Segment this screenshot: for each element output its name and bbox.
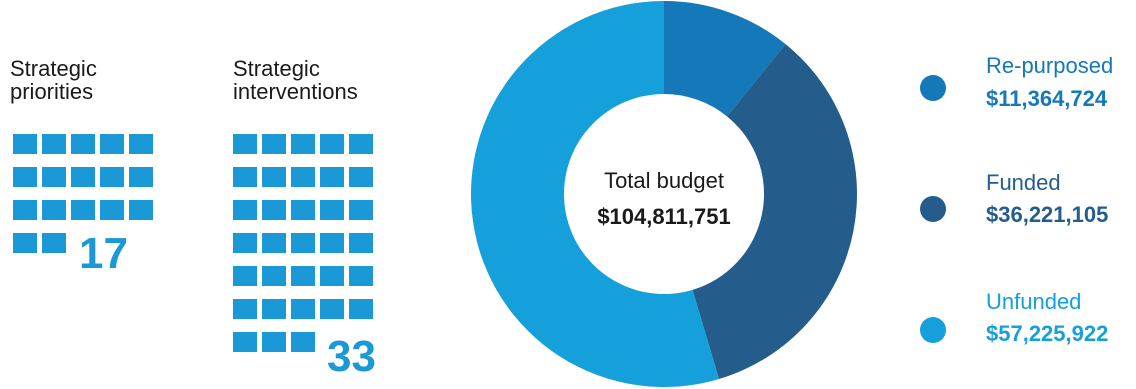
priority-square xyxy=(13,233,37,253)
intervention-square xyxy=(291,299,315,319)
legend-dot-funded xyxy=(920,196,946,222)
priority-square xyxy=(129,134,153,154)
intervention-square xyxy=(349,200,373,220)
legend-name-unfunded: Unfunded xyxy=(986,289,1082,314)
priority-square xyxy=(100,167,124,187)
intervention-square xyxy=(291,200,315,220)
legend-dot-repurposed xyxy=(920,75,946,101)
legend-name-funded: Funded xyxy=(986,170,1061,195)
intervention-square xyxy=(233,233,257,253)
intervention-square xyxy=(320,233,344,253)
priority-square xyxy=(129,200,153,220)
intervention-square xyxy=(291,233,315,253)
priority-square xyxy=(42,233,66,253)
priority-square xyxy=(71,167,95,187)
intervention-square xyxy=(349,299,373,319)
priority-square xyxy=(71,200,95,220)
intervention-square xyxy=(262,332,286,352)
intervention-square xyxy=(320,200,344,220)
intervention-square xyxy=(233,332,257,352)
intervention-square xyxy=(320,299,344,319)
intervention-square xyxy=(262,167,286,187)
priority-square xyxy=(42,200,66,220)
budget-donut-chart xyxy=(470,1,857,388)
intervention-square xyxy=(349,266,373,286)
intervention-square xyxy=(233,134,257,154)
intervention-square xyxy=(291,167,315,187)
legend-dot-unfunded xyxy=(920,317,946,343)
priority-square xyxy=(42,167,66,187)
legend-name-repurposed: Re-purposed xyxy=(986,53,1114,78)
strategic-priorities-label: Strategic priorities xyxy=(10,56,97,104)
intervention-square xyxy=(262,200,286,220)
legend-value-funded: $36,221,105 xyxy=(986,202,1109,227)
intervention-square xyxy=(349,233,373,253)
strategic-interventions-count: 33 xyxy=(327,332,376,381)
priority-square xyxy=(129,167,153,187)
intervention-square xyxy=(320,134,344,154)
priority-square xyxy=(100,200,124,220)
intervention-square xyxy=(262,134,286,154)
intervention-square xyxy=(233,167,257,187)
intervention-square xyxy=(233,299,257,319)
intervention-square xyxy=(291,332,315,352)
donut-slice-unfunded xyxy=(470,1,719,388)
priority-square xyxy=(13,200,37,220)
intervention-square xyxy=(291,134,315,154)
legend-value-repurposed: $11,364,724 xyxy=(986,86,1108,111)
donut-slice-funded xyxy=(692,44,857,379)
intervention-square xyxy=(262,233,286,253)
donut-slice-re-purposed xyxy=(664,1,786,117)
total-budget-title: Total budget xyxy=(604,168,724,193)
priority-square xyxy=(13,167,37,187)
priority-square xyxy=(71,134,95,154)
priority-square xyxy=(13,134,37,154)
intervention-square xyxy=(233,266,257,286)
intervention-square xyxy=(291,266,315,286)
intervention-square xyxy=(262,266,286,286)
intervention-square xyxy=(262,299,286,319)
intervention-square xyxy=(320,266,344,286)
priority-square xyxy=(42,134,66,154)
intervention-square xyxy=(349,167,373,187)
priority-square xyxy=(100,134,124,154)
strategic-interventions-label: Strategic interventions xyxy=(233,56,358,104)
intervention-square xyxy=(320,167,344,187)
intervention-square xyxy=(349,134,373,154)
legend-value-unfunded: $57,225,922 xyxy=(986,321,1109,346)
total-budget-value: $104,811,751 xyxy=(597,204,731,229)
intervention-square xyxy=(233,200,257,220)
strategic-priorities-count: 17 xyxy=(79,229,128,278)
